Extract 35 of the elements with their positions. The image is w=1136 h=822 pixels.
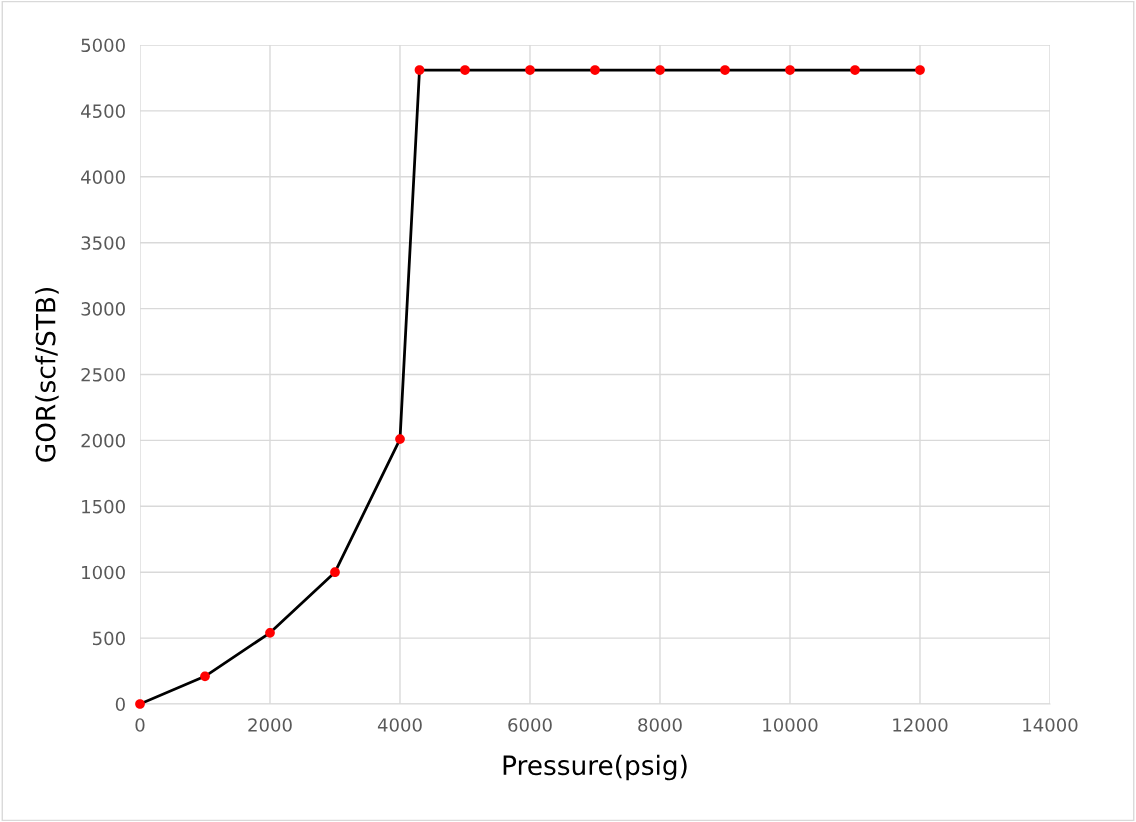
point <box>525 65 535 75</box>
point <box>265 627 275 638</box>
point <box>330 567 340 578</box>
y-tick-label: 3500 <box>81 236 125 250</box>
x-tick-label: 6000 <box>508 718 552 732</box>
x-tick-label: 8000 <box>638 718 682 732</box>
y-tick-label: 0 <box>115 697 125 712</box>
y-tick-label: 2500 <box>81 367 125 382</box>
x-tick-label: 10000 <box>763 718 818 732</box>
y-tick-label: 1500 <box>82 499 125 514</box>
point <box>590 65 600 75</box>
y-tick-label: 4500 <box>81 104 125 119</box>
point <box>785 65 795 75</box>
y-tick-label: 2000 <box>81 433 125 448</box>
x-tick-label: 12000 <box>893 718 948 732</box>
x-tick-label: 0 <box>135 718 145 732</box>
y-tick-label: 3000 <box>81 302 125 316</box>
y-tick-label: 5000 <box>81 38 125 53</box>
point <box>200 671 210 682</box>
y-tick-label: 1000 <box>82 565 125 580</box>
x-tick-label: 4000 <box>377 718 422 732</box>
point <box>720 65 730 75</box>
point <box>414 65 425 75</box>
y-tick-label: 500 <box>93 631 125 646</box>
y-tick-label: 4000 <box>81 170 125 184</box>
point <box>395 434 405 444</box>
point <box>460 65 470 75</box>
point <box>135 699 145 709</box>
point <box>915 65 925 75</box>
y-axis-title: GOR(scf/STB) <box>35 287 59 462</box>
point <box>655 65 665 75</box>
x-tick-label: 2000 <box>248 718 292 732</box>
point <box>850 65 860 75</box>
x-axis-title: Pressure(psig) <box>503 754 687 781</box>
x-tick-label: 14000 <box>1023 718 1078 732</box>
